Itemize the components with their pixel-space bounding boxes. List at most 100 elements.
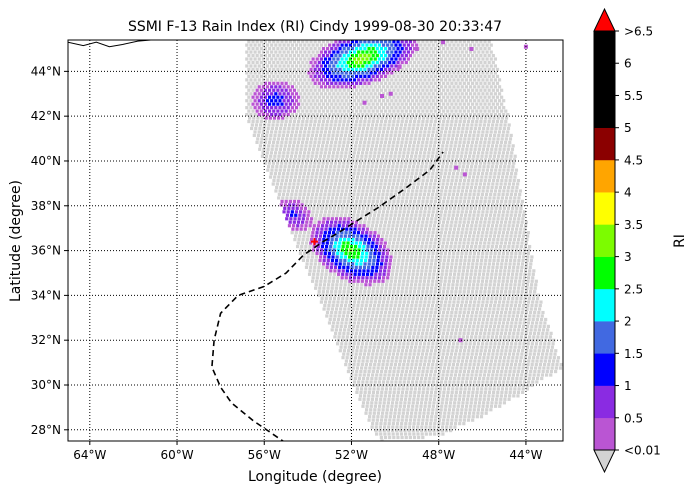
- rain-pixel: [422, 133, 426, 138]
- rain-pixel: [386, 356, 391, 360]
- rain-pixel: [355, 116, 359, 120]
- rain-pixel: [368, 116, 372, 120]
- rain-pixel: [359, 220, 363, 224]
- rain-pixel: [383, 224, 387, 228]
- rain-pixel: [427, 380, 431, 384]
- rain-pixel: [415, 106, 419, 110]
- rain-pixel: [433, 109, 437, 113]
- rain-pixel: [378, 335, 383, 339]
- rain-pixel: [374, 335, 378, 339]
- rain-pixel: [409, 262, 413, 266]
- rain-pixel: [341, 203, 346, 207]
- rain-pixel: [342, 182, 346, 186]
- rain-pixel: [365, 342, 369, 346]
- rain-pixel: [454, 328, 459, 332]
- rain-pixel: [293, 196, 297, 200]
- rain-pixel: [254, 123, 259, 127]
- rain-pixel: [486, 314, 490, 318]
- rain-pixel: [396, 286, 401, 290]
- rain-pixel: [511, 335, 515, 339]
- rain-pixel: [348, 300, 352, 304]
- rain-pixel: [279, 126, 283, 131]
- rain-pixel: [349, 147, 353, 151]
- rain-pixel: [408, 119, 413, 124]
- rain-pixel: [335, 279, 340, 283]
- rain-pixel: [491, 262, 496, 266]
- rain-pixel: [506, 113, 510, 117]
- rain-pixel: [526, 234, 530, 238]
- rain-pixel: [389, 383, 393, 388]
- rain-pixel: [368, 303, 372, 308]
- rain-pixel: [263, 140, 267, 144]
- rain-pixel: [424, 123, 428, 127]
- rain-pixel: [363, 310, 367, 315]
- rain-pixel: [471, 369, 475, 374]
- rain-pixel: [267, 144, 271, 148]
- rain-pixel: [480, 255, 484, 259]
- rain-pixel: [461, 206, 465, 210]
- rain-pixel: [380, 262, 384, 266]
- rain-pixel: [500, 369, 504, 374]
- rain-pixel: [332, 317, 336, 322]
- rain-pixel: [431, 231, 435, 235]
- rain-pixel: [338, 199, 342, 204]
- rain-pixel: [338, 310, 342, 315]
- rain-pixel: [434, 258, 438, 263]
- rain-pixel: [444, 376, 449, 381]
- rain-pixel: [398, 210, 402, 214]
- rain-pixel: [388, 390, 392, 394]
- rain-pixel: [293, 178, 297, 183]
- rain-pixel: [435, 408, 439, 412]
- rain-pixel: [411, 425, 416, 429]
- rain-pixel: [377, 279, 381, 283]
- rain-pixel: [391, 224, 395, 228]
- rain-pixel: [514, 251, 518, 256]
- rain-pixel: [364, 363, 369, 367]
- rain-pixel: [365, 151, 369, 155]
- rain-pixel: [446, 258, 451, 263]
- rain-pixel: [454, 369, 458, 374]
- rain-pixel: [343, 345, 347, 349]
- rain-pixel: [375, 203, 379, 207]
- rain-pixel: [491, 199, 495, 204]
- rain-pixel: [489, 380, 493, 384]
- rain-pixel: [428, 185, 432, 190]
- rain-pixel: [502, 300, 506, 304]
- rain-pixel: [489, 342, 493, 346]
- rain-pixel: [452, 248, 456, 252]
- rain-pixel: [407, 269, 412, 273]
- rain-pixel: [488, 324, 492, 329]
- rain-pixel: [401, 387, 405, 391]
- rain-pixel: [434, 324, 439, 329]
- rain-pixel: [429, 394, 433, 398]
- rain-pixel: [378, 168, 382, 172]
- rain-pixel: [359, 196, 364, 200]
- rain-pixel: [363, 220, 367, 224]
- rain-pixel: [279, 165, 283, 169]
- rain-pixel: [492, 283, 496, 287]
- rain-pixel: [496, 345, 501, 349]
- rain-pixel: [467, 238, 471, 242]
- rain-pixel: [489, 113, 493, 117]
- rain-pixel: [306, 175, 310, 179]
- rain-pixel: [353, 147, 357, 151]
- rain-pixel: [397, 258, 401, 263]
- rain-pixel: [277, 192, 281, 197]
- rain-pixel: [432, 335, 436, 339]
- rain-pixel: [507, 373, 511, 377]
- rain-pixel: [321, 220, 325, 224]
- rain-pixel: [388, 435, 392, 440]
- rain-pixel: [517, 196, 521, 200]
- rain-pixel: [407, 376, 411, 381]
- rain-pixel: [472, 342, 476, 346]
- rain-pixel: [362, 144, 366, 148]
- rain-pixel: [274, 113, 278, 117]
- rain-pixel: [398, 248, 403, 252]
- rain-pixel: [415, 297, 419, 301]
- rain-pixel: [460, 192, 464, 197]
- rain-pixel: [335, 175, 339, 179]
- rain-pixel: [439, 255, 443, 259]
- rain-pixel: [454, 158, 459, 162]
- rain-pixel: [314, 196, 318, 200]
- rain-pixel: [374, 165, 378, 169]
